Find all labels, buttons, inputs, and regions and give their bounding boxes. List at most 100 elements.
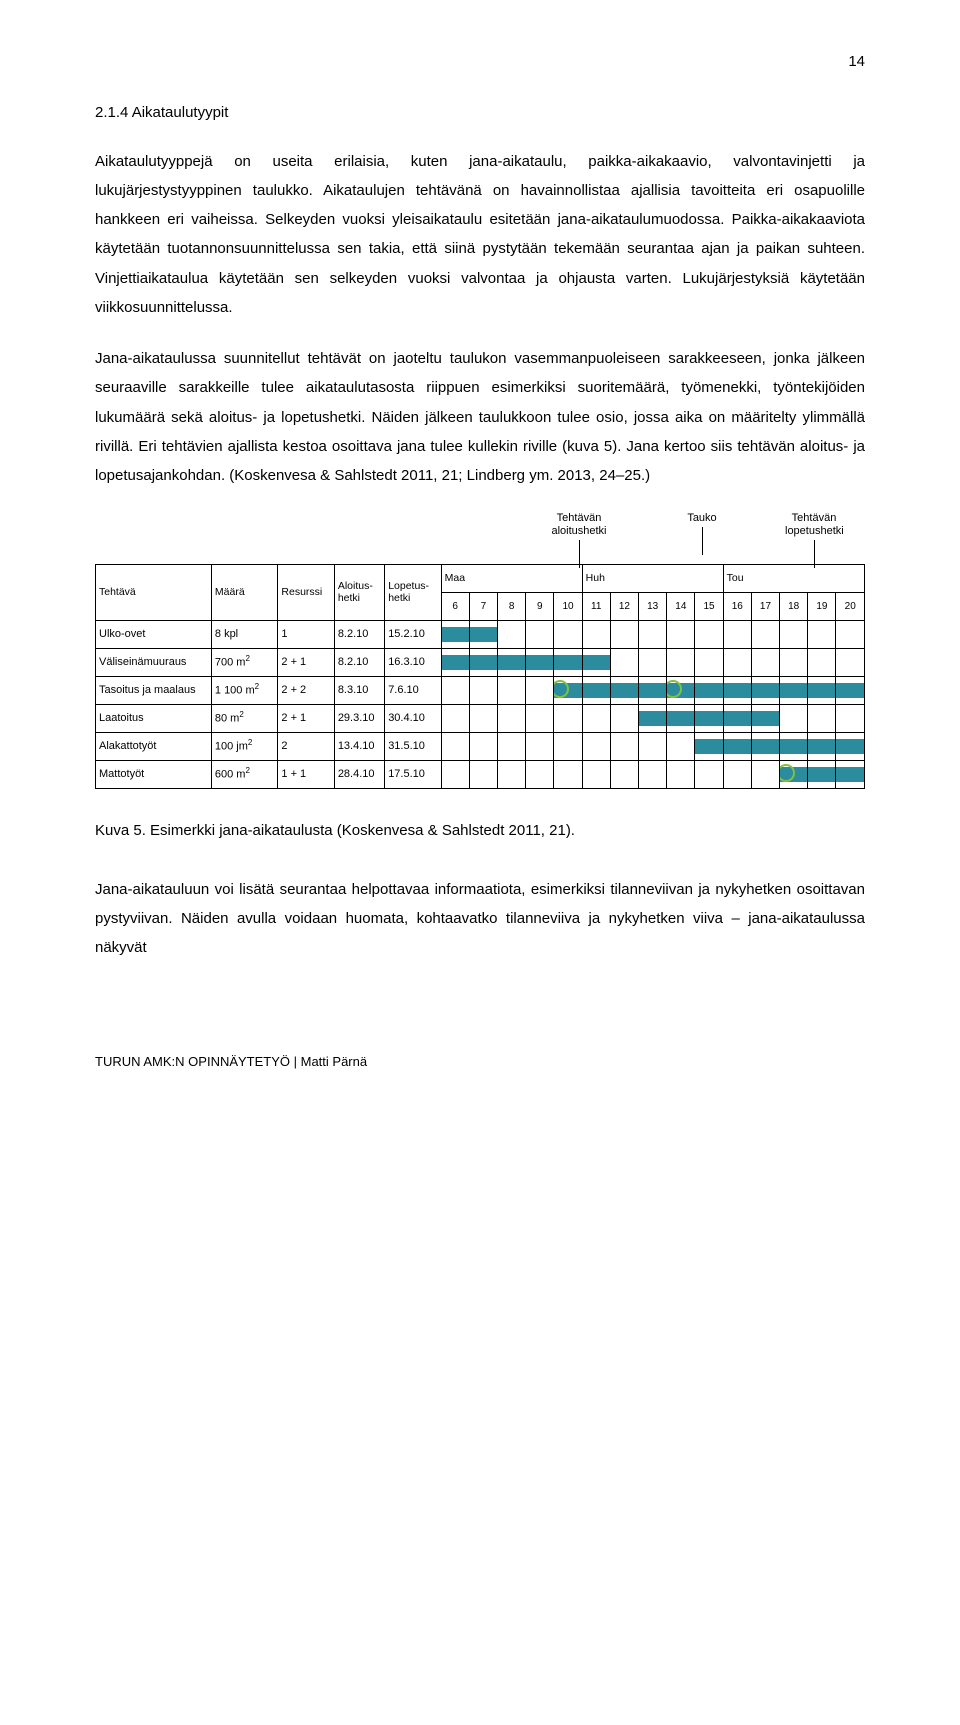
gantt-bar bbox=[752, 711, 779, 726]
gantt-pointer-label: Tauko bbox=[673, 512, 731, 555]
gantt-week-cell bbox=[639, 705, 667, 733]
page-footer: TURUN AMK:N OPINNÄYTETYÖ | Matti Pärnä bbox=[95, 1052, 865, 1072]
paragraph-2: Jana-aikataulussa suunnitellut tehtävät … bbox=[95, 344, 865, 490]
gantt-week-cell bbox=[498, 705, 526, 733]
gantt-cell: 2 + 1 bbox=[278, 649, 334, 677]
gantt-week-cell bbox=[526, 621, 554, 649]
gantt-week-cell bbox=[554, 677, 582, 705]
gantt-cell: 2 + 2 bbox=[278, 677, 334, 705]
gantt-week-cell bbox=[441, 705, 469, 733]
gantt-week-cell bbox=[751, 705, 779, 733]
gantt-week-cell bbox=[582, 621, 610, 649]
table-row: Alakattotyöt100 jm2213.4.1031.5.10 bbox=[96, 733, 865, 761]
gantt-bar bbox=[470, 655, 497, 670]
gantt-week-cell bbox=[780, 621, 808, 649]
gantt-week-cell bbox=[836, 761, 865, 789]
gantt-week-cell bbox=[723, 649, 751, 677]
col-week: 15 bbox=[695, 593, 723, 621]
gantt-week-cell bbox=[469, 761, 497, 789]
table-row: Ulko-ovet8 kpl18.2.1015.2.10 bbox=[96, 621, 865, 649]
gantt-week-cell bbox=[723, 705, 751, 733]
gantt-week-cell bbox=[639, 649, 667, 677]
gantt-bar bbox=[554, 655, 581, 670]
gantt-week-cell bbox=[610, 761, 638, 789]
gantt-chart: TehtävänaloitushetkiTaukoTehtävänlopetus… bbox=[95, 512, 865, 789]
gantt-week-cell bbox=[441, 649, 469, 677]
gantt-week-cell bbox=[808, 733, 836, 761]
gantt-week-cell bbox=[780, 733, 808, 761]
col-month: Huh bbox=[582, 565, 723, 593]
gantt-week-cell bbox=[610, 649, 638, 677]
gantt-week-cell bbox=[751, 677, 779, 705]
col-week: 9 bbox=[526, 593, 554, 621]
gantt-week-cell bbox=[836, 733, 865, 761]
gantt-cell: 8 kpl bbox=[211, 621, 278, 649]
gantt-cell: 2 + 1 bbox=[278, 705, 334, 733]
gantt-week-cell bbox=[582, 705, 610, 733]
gantt-week-cell bbox=[469, 705, 497, 733]
col-week: 20 bbox=[836, 593, 865, 621]
gantt-week-cell bbox=[639, 621, 667, 649]
gantt-cell: 30.4.10 bbox=[385, 705, 441, 733]
gantt-bar bbox=[695, 739, 722, 754]
col-week: 10 bbox=[554, 593, 582, 621]
gantt-bar bbox=[780, 683, 807, 698]
gantt-week-cell bbox=[751, 733, 779, 761]
gantt-bar bbox=[836, 683, 864, 698]
gantt-week-cell bbox=[469, 733, 497, 761]
gantt-week-cell bbox=[526, 761, 554, 789]
gantt-bar bbox=[724, 739, 751, 754]
col-res: Resurssi bbox=[278, 565, 334, 621]
gantt-cell: 2 bbox=[278, 733, 334, 761]
gantt-bar bbox=[639, 683, 666, 698]
table-row: Tasoitus ja maalaus1 100 m22 + 28.3.107.… bbox=[96, 677, 865, 705]
gantt-cell: 15.2.10 bbox=[385, 621, 441, 649]
gantt-bar bbox=[442, 627, 469, 642]
gantt-week-cell bbox=[498, 621, 526, 649]
gantt-week-cell bbox=[610, 677, 638, 705]
gantt-week-cell bbox=[695, 649, 723, 677]
gantt-bar bbox=[526, 655, 553, 670]
gantt-week-cell bbox=[441, 621, 469, 649]
col-week: 16 bbox=[723, 593, 751, 621]
gantt-week-cell bbox=[582, 649, 610, 677]
gantt-cell: 700 m2 bbox=[211, 649, 278, 677]
gantt-week-cell bbox=[469, 677, 497, 705]
gantt-week-cell bbox=[836, 705, 865, 733]
gantt-week-cell bbox=[695, 733, 723, 761]
gantt-week-cell bbox=[498, 649, 526, 677]
col-month: Tou bbox=[723, 565, 864, 593]
gantt-week-cell bbox=[554, 733, 582, 761]
table-row: Väliseinämuuraus700 m22 + 18.2.1016.3.10 bbox=[96, 649, 865, 677]
gantt-week-cell bbox=[554, 761, 582, 789]
gantt-week-cell bbox=[469, 621, 497, 649]
col-week: 14 bbox=[667, 593, 695, 621]
gantt-week-cell bbox=[582, 677, 610, 705]
gantt-pointer-labels: TehtävänaloitushetkiTaukoTehtävänlopetus… bbox=[95, 512, 865, 564]
gantt-table: TehtäväMääräResurssiAloitus-hetkiLopetus… bbox=[95, 564, 865, 789]
gantt-bar bbox=[583, 683, 610, 698]
gantt-week-cell bbox=[639, 761, 667, 789]
gantt-week-cell bbox=[695, 761, 723, 789]
gantt-cell: Tasoitus ja maalaus bbox=[96, 677, 212, 705]
gantt-pointer-label: Tehtävänaloitushetki bbox=[550, 512, 608, 567]
gantt-week-cell bbox=[667, 733, 695, 761]
paragraph-1: Aikataulutyyppejä on useita erilaisia, k… bbox=[95, 147, 865, 323]
gantt-cell: 17.5.10 bbox=[385, 761, 441, 789]
gantt-cell: 100 jm2 bbox=[211, 733, 278, 761]
gantt-cell: 1 bbox=[278, 621, 334, 649]
gantt-week-cell bbox=[526, 677, 554, 705]
gantt-bar bbox=[752, 683, 779, 698]
gantt-week-cell bbox=[582, 733, 610, 761]
gantt-week-cell bbox=[695, 677, 723, 705]
gantt-cell: 29.3.10 bbox=[334, 705, 384, 733]
gantt-week-cell bbox=[780, 705, 808, 733]
gantt-bar bbox=[695, 683, 722, 698]
gantt-cell: 8.3.10 bbox=[334, 677, 384, 705]
gantt-week-cell bbox=[441, 761, 469, 789]
gantt-cell: 600 m2 bbox=[211, 761, 278, 789]
gantt-week-cell bbox=[808, 649, 836, 677]
gantt-week-cell bbox=[723, 733, 751, 761]
col-month: Maa bbox=[441, 565, 582, 593]
gantt-week-cell bbox=[695, 705, 723, 733]
